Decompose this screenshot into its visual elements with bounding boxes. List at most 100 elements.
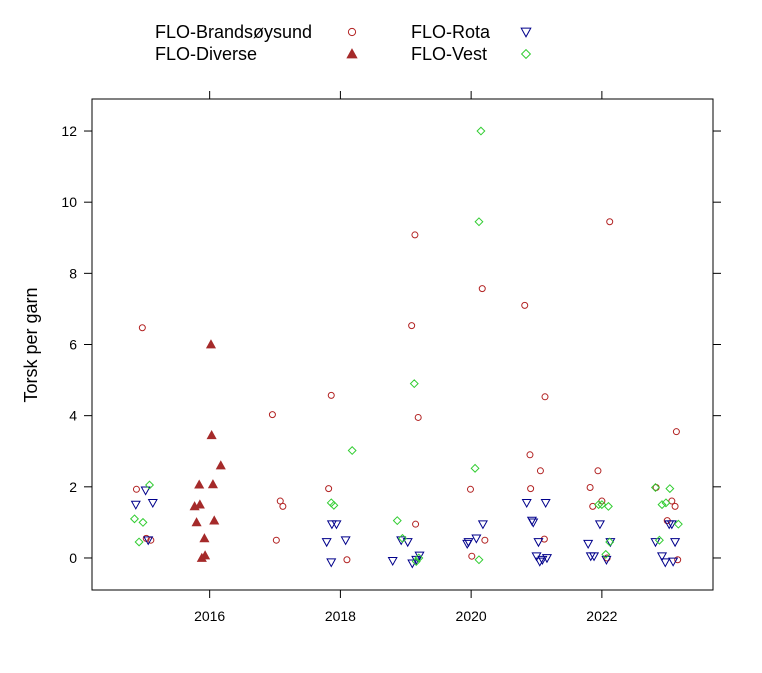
point-triangle-down <box>533 538 544 548</box>
y-tick-label: 4 <box>69 408 77 424</box>
legend-circle-icon <box>347 27 357 37</box>
point-triangle-down <box>534 557 545 567</box>
point-circle <box>521 301 529 309</box>
point-triangle-down <box>463 538 474 548</box>
point-circle <box>671 502 679 510</box>
point-circle <box>589 502 597 510</box>
point-triangle-down <box>541 554 553 564</box>
point-circle <box>481 536 489 544</box>
point-triangle-down <box>402 538 413 548</box>
x-tick-label: 2016 <box>194 608 225 624</box>
point-triangle-down <box>471 534 482 544</box>
point-triangle-down <box>537 555 548 565</box>
point-diamond <box>347 446 357 456</box>
y-tick-label: 2 <box>69 479 77 495</box>
point-diamond <box>474 555 484 565</box>
point-triangle-down <box>656 552 668 562</box>
point-diamond <box>665 484 675 494</box>
point-triangle-down <box>668 557 679 567</box>
point-triangle <box>207 479 218 489</box>
point-triangle <box>200 550 211 560</box>
y-tick-label: 10 <box>61 194 77 210</box>
point-diamond <box>145 480 155 490</box>
point-circle <box>132 485 140 493</box>
point-triangle-down <box>601 555 612 565</box>
point-diamond <box>673 519 683 529</box>
point-diamond <box>601 549 611 559</box>
point-diamond <box>661 498 671 508</box>
point-circle <box>536 467 544 475</box>
point-diamond <box>134 537 144 547</box>
point-triangle-down <box>588 552 600 562</box>
point-diamond <box>650 483 660 493</box>
point-triangle <box>194 479 205 489</box>
point-diamond <box>594 500 604 510</box>
x-tick-label: 2020 <box>456 608 487 624</box>
point-circle <box>276 497 284 505</box>
legend-label: FLO-Brandsøysund <box>155 22 312 42</box>
point-diamond <box>605 537 615 547</box>
data-points <box>129 126 683 569</box>
point-circle <box>468 552 476 560</box>
point-diamond <box>474 217 484 227</box>
point-triangle-down <box>321 538 332 548</box>
point-circle <box>138 324 146 332</box>
point-triangle <box>209 515 220 525</box>
point-triangle-down <box>528 518 539 528</box>
point-diamond <box>326 498 336 508</box>
point-triangle-down <box>130 500 141 510</box>
point-triangle-down <box>521 498 532 509</box>
legend-label: FLO-Vest <box>411 44 487 64</box>
point-diamond <box>654 535 664 545</box>
point-triangle-down <box>396 536 407 546</box>
point-diamond <box>657 500 667 510</box>
point-circle <box>414 413 422 421</box>
point-triangle <box>191 517 202 527</box>
legend-label: FLO-Diverse <box>155 44 257 64</box>
axes: 2016 2018 2020 2022 0 2 4 6 8 10 12 <box>61 91 721 624</box>
point-diamond <box>414 553 424 563</box>
point-diamond <box>409 379 419 389</box>
point-circle <box>672 428 680 436</box>
point-circle <box>527 485 535 493</box>
y-axis-title: Torsk per garn <box>21 287 41 402</box>
x-tick-label: 2018 <box>325 608 356 624</box>
point-diamond <box>397 533 408 543</box>
legend-label: FLO-Rota <box>411 22 491 42</box>
legend-triangle-icon <box>346 48 358 59</box>
point-circle <box>540 535 548 543</box>
point-diamond <box>470 463 480 473</box>
point-triangle-down <box>477 520 488 530</box>
point-diamond <box>138 517 148 527</box>
point-circle <box>272 536 280 544</box>
point-circle <box>466 485 474 493</box>
point-circle <box>268 411 276 419</box>
point-circle <box>586 484 594 492</box>
point-circle <box>606 218 614 226</box>
point-circle <box>594 467 602 475</box>
point-triangle-down <box>326 558 337 568</box>
point-triangle-down <box>147 498 158 509</box>
point-diamond <box>476 126 486 136</box>
point-triangle-down <box>583 539 594 549</box>
point-circle <box>327 391 335 399</box>
point-diamond <box>603 501 613 511</box>
y-tick-label: 12 <box>61 123 77 139</box>
y-tick-label: 6 <box>69 337 77 353</box>
point-triangle-down <box>387 556 398 567</box>
point-circle <box>412 520 420 528</box>
point-triangle-down <box>340 536 351 546</box>
point-diamond <box>597 500 607 510</box>
point-triangle-down <box>140 486 151 496</box>
plot-frame <box>91 98 714 591</box>
point-triangle-down <box>666 520 677 530</box>
point-triangle-down <box>143 536 154 546</box>
point-triangle-down <box>331 520 342 530</box>
y-tick-label: 0 <box>69 550 77 566</box>
point-circle <box>408 322 416 330</box>
point-triangle-down <box>670 538 681 548</box>
x-tick-label: 2022 <box>586 608 617 624</box>
point-diamond <box>129 514 139 524</box>
